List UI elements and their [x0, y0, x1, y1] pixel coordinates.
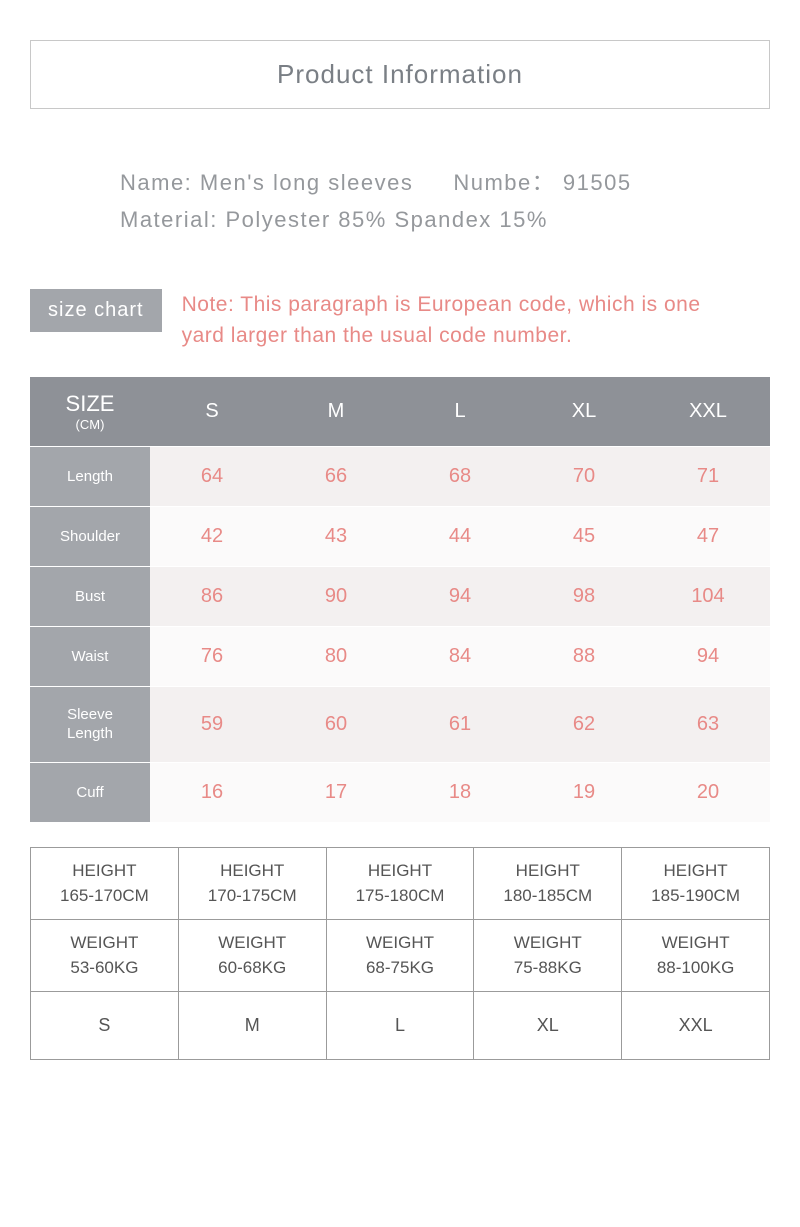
size-table-row: Waist7680848894	[30, 626, 770, 686]
size-col-header: XL	[522, 377, 646, 447]
size-cell: 19	[522, 762, 646, 822]
size-cell: 61	[398, 686, 522, 762]
size-row-label: Length	[30, 446, 150, 506]
product-meta: Name: Men's long sleeves Numbe： 91505 Ma…	[30, 164, 770, 239]
rec-height-cell: HEIGHT180-185CM	[474, 847, 622, 919]
meta-material-label: Material:	[120, 207, 218, 232]
size-cell: 45	[522, 506, 646, 566]
size-col-header: M	[274, 377, 398, 447]
size-cell: 98	[522, 566, 646, 626]
rec-size-cell: L	[326, 991, 474, 1059]
size-row-label: Waist	[30, 626, 150, 686]
size-cell: 17	[274, 762, 398, 822]
size-cell: 16	[150, 762, 274, 822]
size-cell: 84	[398, 626, 522, 686]
corner-line1: SIZE	[35, 391, 145, 417]
meta-number-value: 91505	[563, 170, 632, 195]
size-cell: 68	[398, 446, 522, 506]
rec-size-cell: M	[178, 991, 326, 1059]
rec-height-cell: HEIGHT175-180CM	[326, 847, 474, 919]
size-table-row: SleeveLength5960616263	[30, 686, 770, 762]
size-cell: 44	[398, 506, 522, 566]
size-cell: 80	[274, 626, 398, 686]
rec-size-cell: S	[31, 991, 179, 1059]
rec-weight-cell: WEIGHT88-100KG	[622, 919, 770, 991]
size-table: SIZE (CM) S M L XL XXL Length6466687071S…	[30, 377, 770, 822]
size-row-label: Bust	[30, 566, 150, 626]
meta-number-label: Numbe：	[453, 170, 555, 195]
size-cell: 88	[522, 626, 646, 686]
meta-number: Numbe： 91505	[453, 164, 631, 201]
size-cell: 60	[274, 686, 398, 762]
size-cell: 42	[150, 506, 274, 566]
size-cell: 71	[646, 446, 770, 506]
size-table-header-row: SIZE (CM) S M L XL XXL	[30, 377, 770, 447]
size-cell: 90	[274, 566, 398, 626]
size-table-row: Cuff1617181920	[30, 762, 770, 822]
size-cell: 20	[646, 762, 770, 822]
rec-height-cell: HEIGHT185-190CM	[622, 847, 770, 919]
corner-line2: (CM)	[35, 417, 145, 432]
size-cell: 94	[646, 626, 770, 686]
meta-name-label: Name:	[120, 170, 192, 195]
rec-size-row: SMLXLXXL	[31, 991, 770, 1059]
size-row-label: Shoulder	[30, 506, 150, 566]
size-cell: 86	[150, 566, 274, 626]
size-row-label: Cuff	[30, 762, 150, 822]
size-col-header: S	[150, 377, 274, 447]
rec-size-cell: XL	[474, 991, 622, 1059]
size-cell: 76	[150, 626, 274, 686]
size-cell: 64	[150, 446, 274, 506]
size-cell: 62	[522, 686, 646, 762]
size-cell: 59	[150, 686, 274, 762]
rec-height-cell: HEIGHT165-170CM	[31, 847, 179, 919]
meta-name-value: Men's long sleeves	[200, 170, 413, 195]
rec-weight-cell: WEIGHT60-68KG	[178, 919, 326, 991]
rec-weight-cell: WEIGHT68-75KG	[326, 919, 474, 991]
size-cell: 104	[646, 566, 770, 626]
meta-material: Material: Polyester 85% Spandex 15%	[120, 201, 720, 238]
size-cell: 63	[646, 686, 770, 762]
size-table-row: Length6466687071	[30, 446, 770, 506]
size-col-header: XXL	[646, 377, 770, 447]
sizechart-tag: size chart	[30, 289, 162, 332]
rec-weight-row: WEIGHT53-60KGWEIGHT60-68KGWEIGHT68-75KGW…	[31, 919, 770, 991]
rec-height-cell: HEIGHT170-175CM	[178, 847, 326, 919]
size-cell: 47	[646, 506, 770, 566]
sizechart-note: Note: This paragraph is European code, w…	[182, 289, 770, 352]
size-col-header: L	[398, 377, 522, 447]
size-cell: 18	[398, 762, 522, 822]
rec-height-row: HEIGHT165-170CMHEIGHT170-175CMHEIGHT175-…	[31, 847, 770, 919]
sizechart-header: size chart Note: This paragraph is Europ…	[30, 289, 770, 352]
size-table-corner: SIZE (CM)	[30, 377, 150, 447]
meta-name: Name: Men's long sleeves	[120, 164, 413, 201]
size-cell: 70	[522, 446, 646, 506]
rec-weight-cell: WEIGHT53-60KG	[31, 919, 179, 991]
rec-size-cell: XXL	[622, 991, 770, 1059]
page-title: Product Information	[277, 59, 523, 89]
size-table-row: Shoulder4243444547	[30, 506, 770, 566]
meta-material-value: Polyester 85% Spandex 15%	[225, 207, 547, 232]
title-panel: Product Information	[30, 40, 770, 109]
size-cell: 94	[398, 566, 522, 626]
size-cell: 43	[274, 506, 398, 566]
recommendation-table: HEIGHT165-170CMHEIGHT170-175CMHEIGHT175-…	[30, 847, 770, 1060]
size-cell: 66	[274, 446, 398, 506]
size-row-label: SleeveLength	[30, 686, 150, 762]
size-table-row: Bust86909498104	[30, 566, 770, 626]
rec-weight-cell: WEIGHT75-88KG	[474, 919, 622, 991]
